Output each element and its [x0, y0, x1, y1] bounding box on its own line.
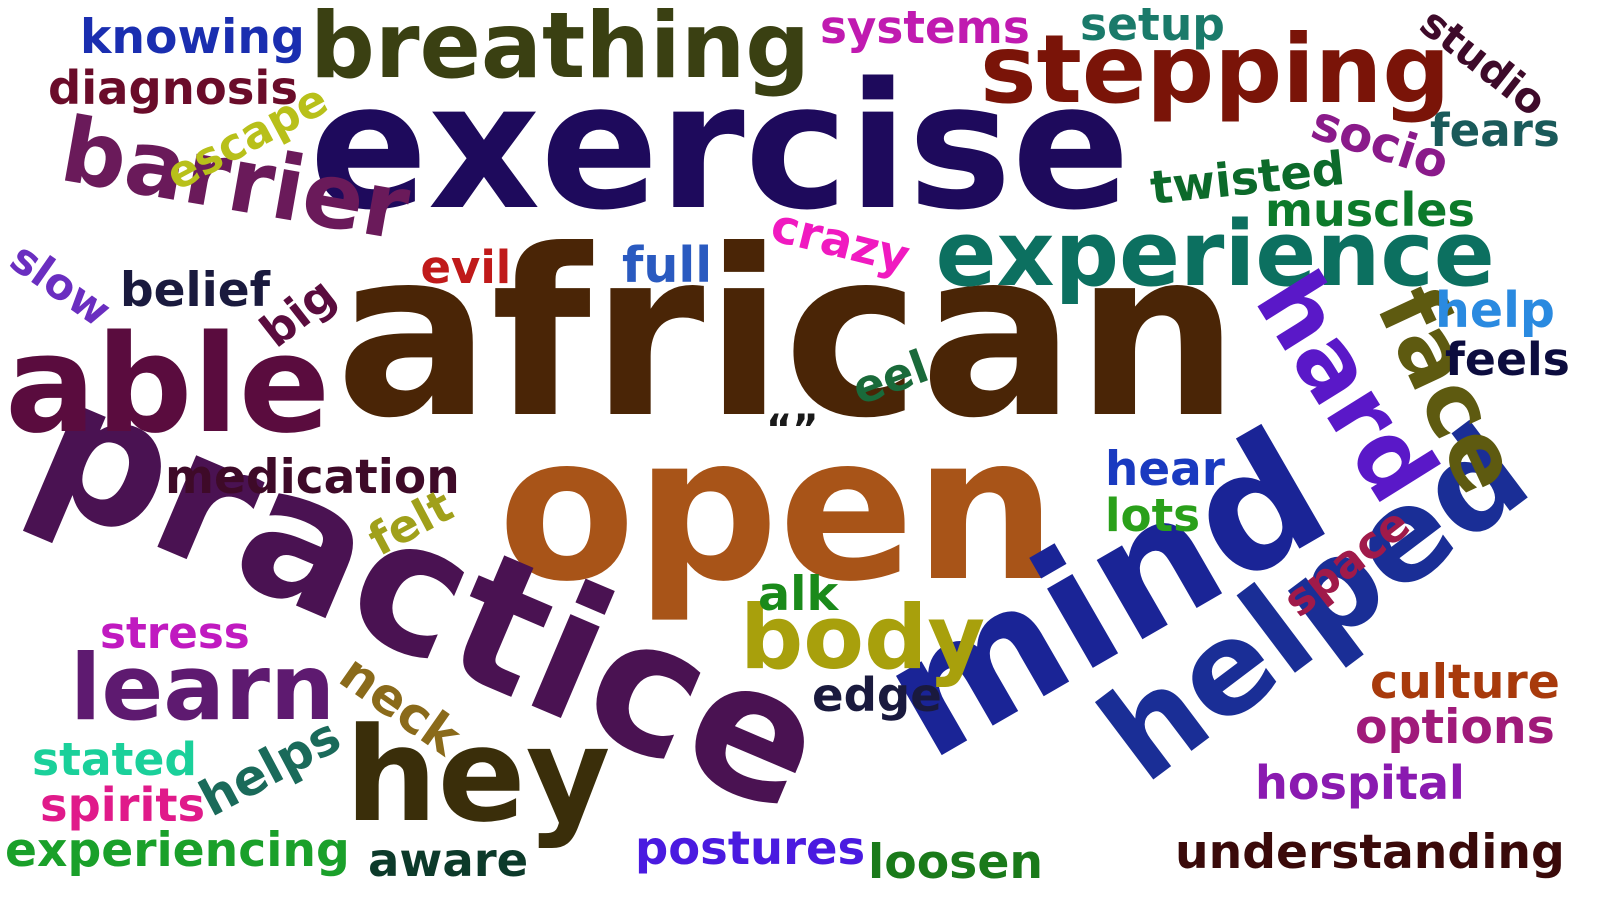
word-spirits: spirits: [40, 778, 206, 832]
word-belief: belief: [120, 262, 271, 318]
word-systems: systems: [820, 1, 1030, 54]
word-culture: culture: [1370, 655, 1560, 710]
word-african: african: [335, 201, 1240, 469]
word-feels: feels: [1445, 333, 1570, 386]
word-stress: stress: [100, 609, 250, 659]
word-experience: experience: [935, 202, 1495, 307]
word-exercise: exercise: [309, 45, 1131, 249]
word-body: body: [740, 585, 986, 689]
word-quotes: “”: [766, 407, 819, 453]
word-lots: lots: [1105, 488, 1201, 542]
word-experiencing: experiencing: [5, 822, 350, 878]
word-able: able: [5, 305, 331, 463]
word-postures: postures: [635, 820, 866, 875]
word-alk: alk: [758, 567, 839, 622]
word-open: open: [498, 393, 1057, 626]
word-full: full: [622, 235, 713, 294]
word-stated: stated: [32, 733, 197, 786]
word-learn: learn: [70, 634, 336, 741]
word-edge: edge: [812, 667, 942, 722]
word-setup: setup: [1080, 0, 1225, 51]
word-understanding: understanding: [1175, 825, 1565, 880]
word-aware: aware: [368, 832, 529, 887]
word-evil: evil: [420, 241, 512, 294]
word-hear: hear: [1105, 441, 1225, 497]
word-hospital: hospital: [1255, 755, 1465, 810]
word-loosen: loosen: [868, 835, 1044, 890]
word-knowing: knowing: [80, 10, 305, 65]
word-hey: hey: [345, 699, 611, 851]
word-medication: medication: [165, 450, 460, 505]
word-diagnosis: diagnosis: [48, 60, 298, 115]
word-stepping: stepping: [980, 14, 1451, 125]
word-muscles: muscles: [1265, 183, 1475, 237]
word-help: help: [1435, 281, 1555, 339]
word-fears: fears: [1430, 103, 1560, 157]
word-breathing: breathing: [310, 0, 811, 99]
word-options: options: [1355, 700, 1555, 755]
